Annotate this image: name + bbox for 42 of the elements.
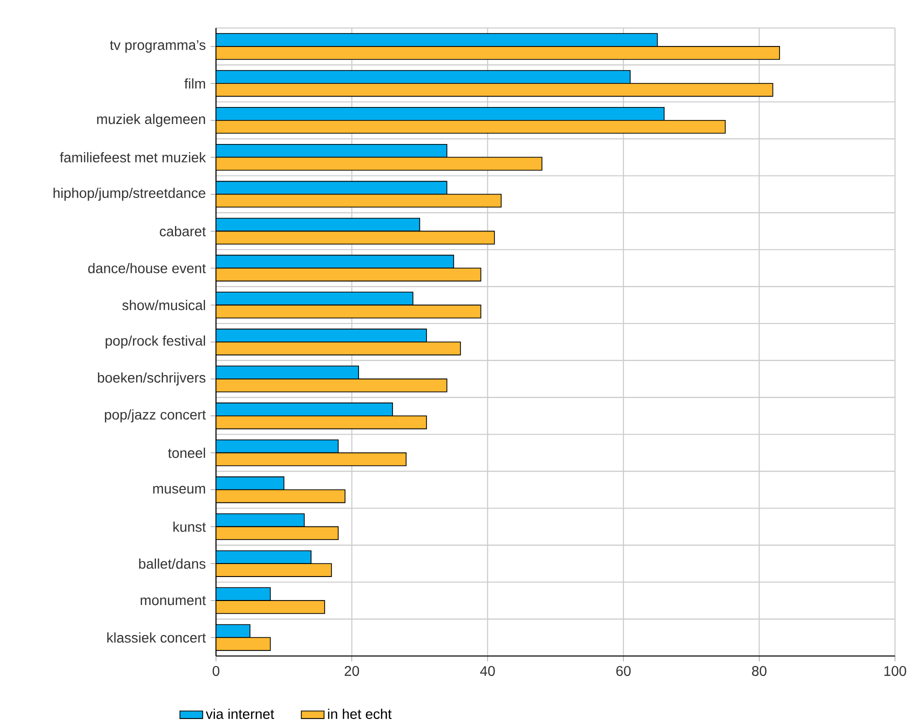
legend-label: via internet [206, 708, 274, 719]
y-tick-label: dance/house event [88, 262, 206, 274]
bar [216, 144, 448, 158]
y-tick-label: hiphop/jump/streetdance [54, 188, 206, 201]
x-tick-label: 80 [752, 666, 766, 676]
y-tick-label: familiefeest met muziek [60, 152, 206, 162]
y-tick-label: toneel [168, 448, 206, 458]
y-tick-label: tv programma’s [110, 40, 206, 53]
y-tick-label: museum [153, 486, 206, 494]
bar [216, 476, 284, 490]
bar [216, 550, 312, 564]
bar [216, 180, 448, 195]
y-tick-label: boeken/schrijvers [98, 372, 206, 386]
bar [216, 107, 665, 121]
x-tick-label: 40 [480, 666, 495, 676]
y-tick-label: ballet/dans [139, 558, 206, 569]
y-tick-label: cabaret [160, 226, 206, 236]
bar [216, 70, 631, 84]
bar [216, 218, 420, 232]
y-tick-label: pop/rock festival [106, 335, 206, 349]
y-tick-label: kunst [173, 522, 206, 532]
y-tick-label: pop/jazz concert [104, 409, 206, 422]
y-tick-label: show/musical [122, 300, 206, 310]
bar [216, 254, 454, 269]
y-tick-label: monument [140, 596, 206, 606]
x-tick-label: 60 [616, 666, 631, 676]
bar [216, 587, 271, 601]
bar [216, 328, 427, 342]
y-tick-label: klassiek concert [107, 632, 206, 643]
bar [216, 402, 393, 416]
x-tick-label: 0 [212, 666, 220, 676]
bar [216, 513, 305, 528]
y-tick-label: muziek algemeen [97, 114, 206, 127]
x-tick-label: 20 [344, 666, 360, 676]
y-tick-label: film [184, 78, 206, 88]
legend-label: in het echt [328, 708, 392, 719]
bar [216, 366, 359, 380]
x-tick-label: 100 [884, 666, 906, 676]
bar [216, 292, 414, 306]
bar [216, 439, 339, 454]
bar [216, 33, 658, 47]
bar [216, 624, 250, 638]
